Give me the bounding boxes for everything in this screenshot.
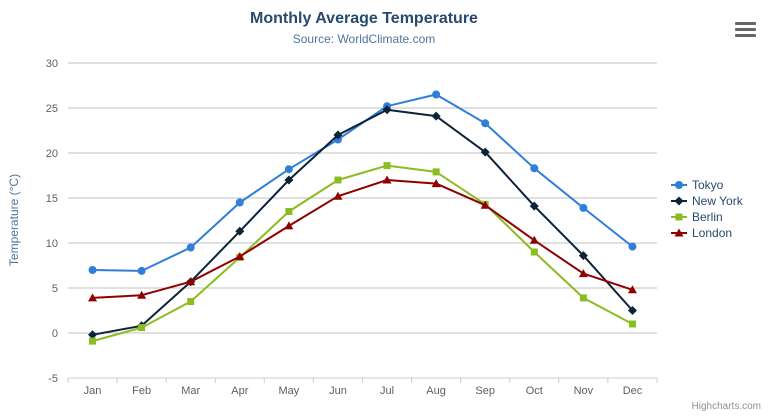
series-line-london bbox=[91, 179, 634, 299]
x-axis-label: May bbox=[279, 385, 300, 397]
chart-title: Monthly Average Temperature bbox=[250, 10, 478, 27]
data-point-tokyo[interactable] bbox=[137, 266, 146, 275]
data-point-berlin[interactable] bbox=[89, 337, 97, 345]
data-point-tokyo[interactable] bbox=[481, 119, 490, 128]
y-axis-label: 5 bbox=[52, 283, 58, 295]
x-axis-label: Sep bbox=[475, 385, 495, 397]
data-point-new-york[interactable] bbox=[382, 105, 392, 115]
data-point-london[interactable] bbox=[284, 221, 294, 230]
data-point-new-york[interactable] bbox=[578, 251, 588, 261]
x-axis-label: Aug bbox=[426, 385, 446, 397]
data-point-london[interactable] bbox=[480, 200, 490, 209]
x-axis-label: Jun bbox=[329, 385, 347, 397]
data-point-tokyo[interactable] bbox=[235, 198, 244, 207]
data-point-new-york[interactable] bbox=[88, 330, 98, 340]
data-point-new-york[interactable] bbox=[235, 226, 245, 236]
legend: Tokyo New York Berlin London bbox=[671, 177, 743, 241]
x-axis-label: Apr bbox=[231, 385, 248, 397]
credits-link[interactable]: Highcharts.com bbox=[691, 401, 761, 412]
legend-item-new-york[interactable]: New York bbox=[671, 193, 743, 209]
legend-marker-symbol[interactable] bbox=[675, 213, 683, 221]
chart-subtitle: Source: WorldClimate.com bbox=[292, 32, 436, 46]
hamburger-bar bbox=[734, 21, 756, 25]
data-point-berlin[interactable] bbox=[285, 208, 293, 215]
data-point-new-york[interactable] bbox=[333, 130, 343, 140]
data-point-berlin[interactable] bbox=[530, 248, 538, 256]
y-axis-label: 20 bbox=[46, 148, 58, 160]
data-point-london[interactable] bbox=[88, 293, 98, 302]
legend-marker-symbol[interactable] bbox=[674, 228, 684, 237]
data-point-london[interactable] bbox=[529, 235, 539, 244]
data-point-berlin[interactable] bbox=[187, 298, 195, 305]
legend-item-tokyo[interactable]: Tokyo bbox=[671, 177, 743, 193]
data-point-london[interactable] bbox=[333, 191, 343, 200]
data-point-berlin[interactable] bbox=[579, 294, 587, 302]
data-point-tokyo[interactable] bbox=[530, 164, 539, 173]
y-axis-label: -5 bbox=[48, 373, 58, 385]
series-line-berlin bbox=[91, 164, 634, 343]
data-point-tokyo[interactable] bbox=[284, 165, 293, 174]
hamburger-bar bbox=[734, 27, 756, 31]
legend-label: Tokyo bbox=[692, 178, 724, 192]
square-legend-marker-icon bbox=[671, 213, 687, 221]
data-point-new-york[interactable] bbox=[529, 201, 539, 211]
data-point-tokyo[interactable] bbox=[186, 243, 195, 252]
data-point-berlin[interactable] bbox=[432, 168, 440, 176]
data-point-london[interactable] bbox=[186, 277, 196, 286]
x-axis-label: Dec bbox=[623, 385, 643, 397]
y-axis-label: 0 bbox=[52, 328, 58, 340]
series-line-tokyo bbox=[91, 93, 634, 272]
diamond-legend-marker-icon bbox=[671, 196, 687, 206]
legend-item-berlin[interactable]: Berlin bbox=[671, 209, 743, 225]
data-point-new-york[interactable] bbox=[431, 111, 441, 121]
legend-label: Berlin bbox=[692, 210, 723, 224]
hamburger-menu-icon[interactable] bbox=[733, 19, 757, 39]
series-line-new-york bbox=[91, 108, 634, 336]
legend-marker-symbol[interactable] bbox=[675, 181, 683, 189]
circle-legend-marker-icon bbox=[671, 181, 687, 189]
data-point-tokyo[interactable] bbox=[88, 266, 97, 274]
data-point-tokyo[interactable] bbox=[628, 242, 637, 251]
data-point-london[interactable] bbox=[431, 179, 441, 188]
y-axis-label: 25 bbox=[46, 103, 58, 115]
data-point-london[interactable] bbox=[627, 285, 637, 294]
x-axis-label: Mar bbox=[181, 385, 200, 397]
data-point-berlin[interactable] bbox=[628, 320, 636, 328]
data-point-london[interactable] bbox=[382, 175, 392, 184]
legend-item-london[interactable]: London bbox=[671, 225, 743, 241]
data-point-berlin[interactable] bbox=[138, 324, 146, 332]
data-point-london[interactable] bbox=[235, 252, 245, 260]
y-axis-label: 30 bbox=[46, 58, 58, 70]
y-axis-label: 10 bbox=[46, 238, 58, 250]
data-point-london[interactable] bbox=[578, 269, 588, 278]
data-point-new-york[interactable] bbox=[284, 175, 294, 185]
data-point-tokyo[interactable] bbox=[432, 90, 441, 99]
legend-label: New York bbox=[692, 194, 743, 208]
x-axis-label: Oct bbox=[526, 385, 543, 397]
y-axis-label: 15 bbox=[46, 193, 58, 205]
x-axis-label: Jan bbox=[84, 385, 102, 397]
data-point-new-york[interactable] bbox=[627, 306, 637, 315]
hamburger-bar bbox=[734, 33, 756, 37]
data-point-berlin[interactable] bbox=[334, 176, 342, 184]
legend-marker-symbol[interactable] bbox=[674, 196, 684, 206]
data-point-new-york[interactable] bbox=[480, 147, 490, 157]
triangle-legend-marker-icon bbox=[671, 228, 687, 237]
legend-label: London bbox=[692, 226, 733, 240]
x-axis-label: Nov bbox=[574, 385, 594, 397]
x-axis-label: Jul bbox=[380, 385, 394, 397]
data-point-berlin[interactable] bbox=[383, 162, 391, 170]
x-axis-label: Feb bbox=[132, 385, 151, 397]
data-point-london[interactable] bbox=[137, 290, 147, 299]
data-point-tokyo[interactable] bbox=[579, 203, 588, 212]
